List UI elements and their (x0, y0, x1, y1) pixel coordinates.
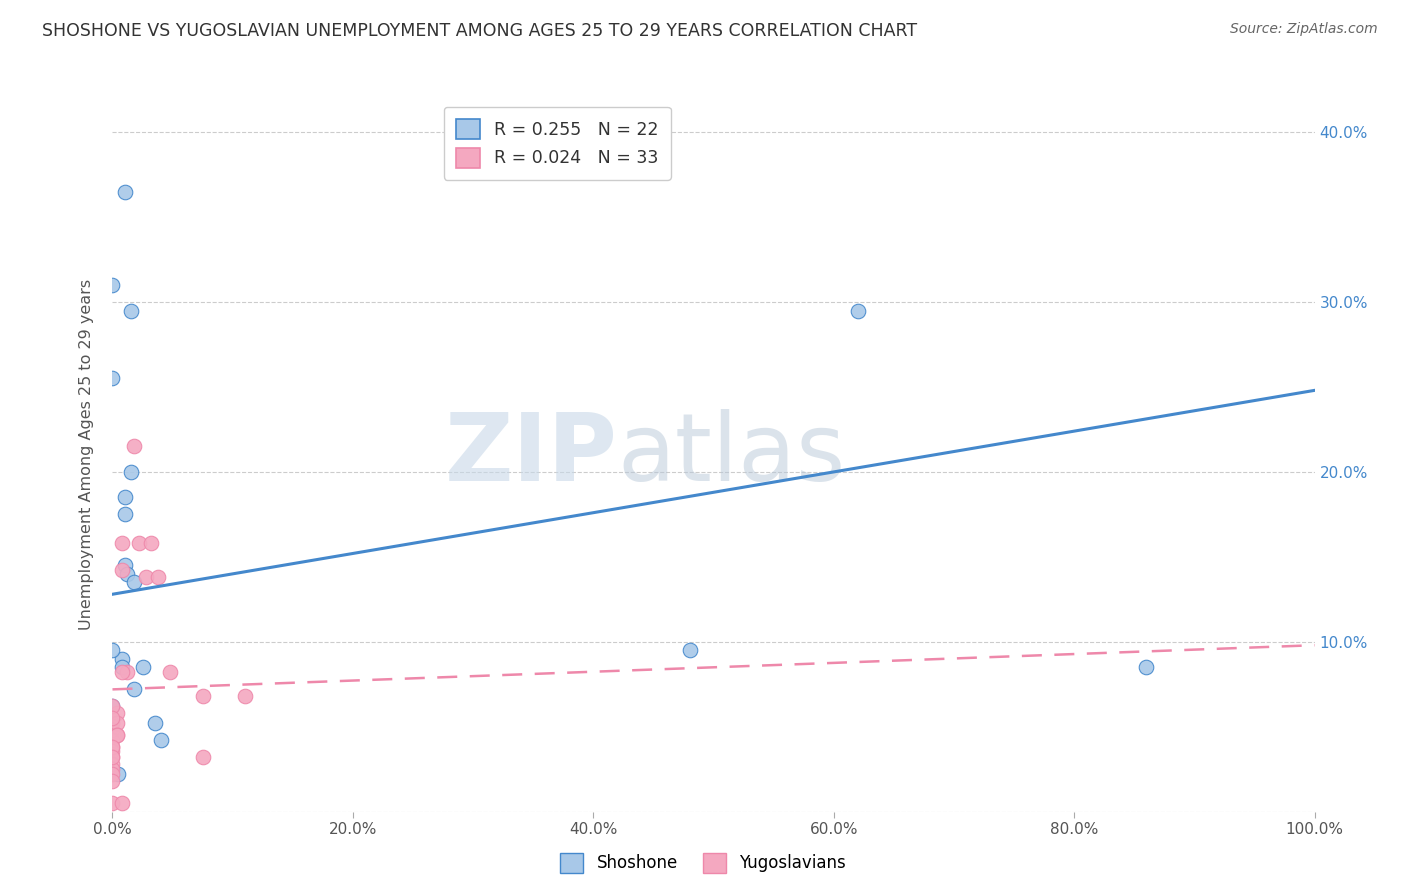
Point (114, 508, 136, 522)
Point (131, 660, 153, 674)
Point (139, 536, 162, 550)
Point (101, 774, 124, 789)
Point (146, 570, 169, 584)
Point (105, 716, 128, 731)
Point (678, 643, 700, 657)
Point (101, 278, 124, 293)
Point (105, 728, 128, 742)
Point (105, 728, 128, 742)
Point (101, 767, 124, 781)
Point (135, 570, 157, 584)
Point (114, 185, 136, 199)
Point (101, 371, 124, 385)
Point (101, 740, 124, 755)
Point (120, 465, 142, 479)
Point (111, 652, 134, 666)
Point (159, 665, 181, 680)
Point (101, 740, 124, 755)
Text: ZIP: ZIP (444, 409, 617, 501)
Point (122, 575, 145, 590)
Point (115, 665, 138, 680)
Point (846, 303, 869, 318)
Point (120, 303, 142, 318)
Point (101, 757, 124, 772)
Point (105, 706, 128, 721)
Point (114, 558, 136, 573)
Point (101, 796, 124, 810)
Y-axis label: Unemployment Among Ages 25 to 29 years: Unemployment Among Ages 25 to 29 years (79, 279, 94, 631)
Text: SHOSHONE VS YUGOSLAVIAN UNEMPLOYMENT AMONG AGES 25 TO 29 YEARS CORRELATION CHART: SHOSHONE VS YUGOSLAVIAN UNEMPLOYMENT AMO… (42, 22, 917, 40)
Point (191, 689, 214, 703)
Point (101, 711, 124, 725)
Point (101, 723, 124, 738)
Legend: R = 0.255   N = 22, R = 0.024   N = 33: R = 0.255 N = 22, R = 0.024 N = 33 (444, 107, 671, 180)
Point (101, 743, 124, 757)
Point (111, 665, 134, 680)
Point (101, 699, 124, 714)
Text: Source: ZipAtlas.com: Source: ZipAtlas.com (1230, 22, 1378, 37)
Point (101, 762, 124, 776)
Point (111, 660, 134, 674)
Point (101, 699, 124, 714)
Text: atlas: atlas (617, 409, 845, 501)
Point (101, 643, 124, 657)
Point (122, 439, 145, 453)
Point (191, 750, 214, 764)
Point (101, 750, 124, 764)
Point (143, 716, 166, 731)
Point (101, 716, 124, 731)
Point (128, 536, 150, 550)
Point (1135, 660, 1157, 674)
Point (111, 796, 134, 810)
Point (107, 767, 129, 781)
Point (111, 536, 134, 550)
Point (233, 689, 256, 703)
Point (115, 566, 138, 581)
Point (149, 733, 172, 747)
Legend: Shoshone, Yugoslavians: Shoshone, Yugoslavians (553, 847, 853, 880)
Point (111, 564, 134, 578)
Point (114, 491, 136, 505)
Point (101, 750, 124, 764)
Point (122, 682, 145, 697)
Point (101, 733, 124, 747)
